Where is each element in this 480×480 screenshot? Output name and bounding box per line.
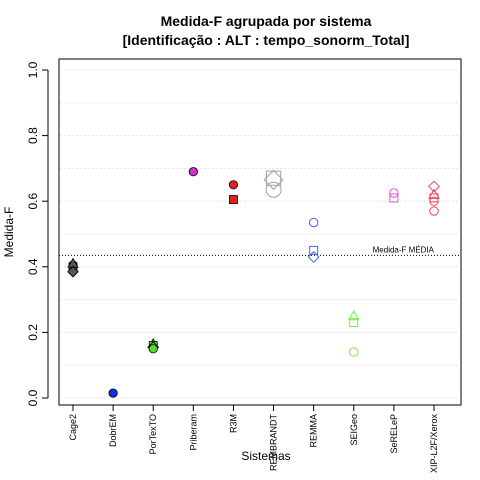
x-axis: Cage2 DobrEM PorTexTO Priberam R3M REMBRANDT R…	[68, 404, 439, 474]
plot-frame	[58, 58, 462, 406]
x-tick-label: REMMA	[309, 414, 319, 448]
x-tick-label: R3M	[228, 414, 238, 433]
data-point-circle	[308, 217, 319, 228]
y-axis: 0.0 0.2 0.4 0.6 0.8 1.0	[26, 61, 49, 406]
x-tick-label: Priberam	[188, 414, 198, 451]
y-tick-label: 0.6	[26, 193, 40, 210]
x-tick-label: SEIGeo	[349, 414, 359, 446]
x-tick-label: Cage2	[68, 414, 78, 441]
data-point-circle	[228, 180, 239, 190]
data-points	[67, 167, 440, 398]
x-tick-label: REMBRANDT	[269, 414, 279, 472]
chart-title: Medida-F agrupada por sistema	[161, 13, 372, 29]
y-tick-label: 0.8	[26, 127, 40, 144]
y-tick-label: 0.0	[26, 389, 40, 406]
x-tick-label: DobrEM	[108, 414, 118, 447]
data-point-circle	[389, 188, 399, 198]
x-axis-label: Sistemas	[241, 449, 290, 463]
data-point-square	[389, 193, 399, 203]
data-point-circle	[429, 196, 439, 206]
y-axis-label: Medida-F	[2, 207, 16, 258]
data-point-circle	[148, 344, 158, 354]
reference-line: Medida-F MÉDIA	[59, 245, 461, 256]
mean-line-label: Medida-F MÉDIA	[373, 245, 435, 254]
x-tick-label: PorTexTO	[148, 414, 158, 454]
data-point-square	[265, 170, 282, 186]
grid-lines	[60, 69, 460, 399]
data-point-diamond	[263, 169, 284, 190]
x-tick-label: SeRELeP	[389, 414, 399, 454]
data-point-diamond	[428, 180, 440, 193]
y-tick-label: 1.0	[26, 61, 40, 78]
data-point-circle	[349, 347, 359, 357]
data-point-triangle	[347, 309, 360, 321]
chart-subtitle: [Identificação : ALT : tempo_sonorm_Tota…	[123, 32, 410, 48]
data-point-circle	[429, 206, 439, 216]
data-point-circle	[188, 167, 198, 177]
data-point-square	[309, 245, 319, 255]
data-point-square	[429, 193, 439, 203]
data-point-circle	[108, 388, 118, 398]
data-point-circle	[265, 181, 282, 198]
y-tick-label: 0.2	[26, 324, 40, 341]
y-tick-label: 0.4	[26, 258, 40, 275]
x-tick-label: XIP-L2F/Xerox	[429, 414, 439, 474]
data-point-square	[349, 318, 359, 328]
data-point-square	[229, 195, 238, 204]
data-point-diamond	[307, 251, 320, 263]
data-point-diamond	[67, 265, 79, 278]
